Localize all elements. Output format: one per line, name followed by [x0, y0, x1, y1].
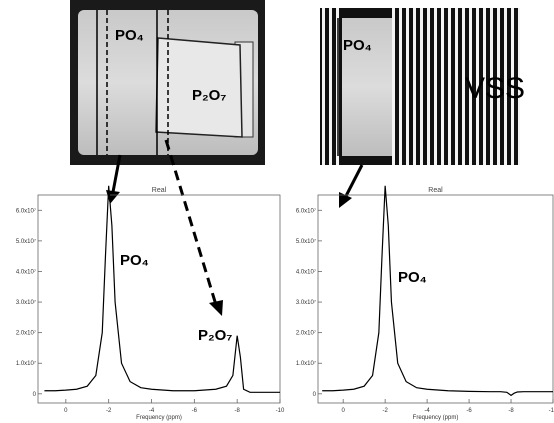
x-axis-label: Frequency (ppm): [136, 415, 182, 421]
peak-label: PO₄: [398, 269, 427, 286]
x-tick-label: 0: [64, 408, 68, 414]
y-tick-label: 0: [313, 392, 317, 398]
x-tick-label: -8: [234, 408, 240, 414]
plot-frame: [317, 194, 554, 404]
x-tick-label: -6: [466, 408, 472, 414]
x-tick-label: -2: [106, 408, 112, 414]
y-tick-label: 4.0x10⁷: [16, 268, 36, 275]
y-tick-label: 0: [33, 392, 37, 398]
y-tick-label: 5.0x10⁷: [296, 238, 316, 245]
plot-frame: [37, 194, 281, 404]
image-label: PO₄: [343, 37, 372, 54]
x-tick-label: -4: [424, 408, 430, 414]
spectrum-line: [322, 185, 553, 397]
mri-image-left: PO₄ P₂O₇: [70, 0, 265, 165]
y-tick-label: 5.0x10⁷: [16, 238, 36, 245]
spectrum-chart: Real Frequency (ppm) 0 -2 -4 -6 -8 -10 0 1.0x10⁷ 2…: [296, 185, 554, 421]
x-tick-label: -10: [549, 408, 554, 414]
arrows: [106, 139, 364, 316]
y-tick-label: 1.0x10⁷: [16, 360, 36, 367]
peak-label: PO₄: [120, 252, 149, 269]
spectrum-line: [44, 185, 280, 393]
x-tick-label: -2: [382, 408, 388, 414]
image-label: P₂O₇: [192, 87, 226, 104]
x-tick-label: -6: [192, 408, 198, 414]
spectrum-chart: Real Frequency (ppm) 0 -2 -4 -6 -8 -10 0 1.0x10⁷ 2…: [16, 185, 285, 421]
y-tick-label: 3.0x10⁷: [16, 299, 36, 306]
x-tick-label: 0: [342, 408, 346, 414]
charts: Real Frequency (ppm) 0 -2 -4 -6 -8 -10 0 1.0x10⁷ 2…: [16, 185, 554, 421]
y-tick-label: 4.0x10⁷: [296, 268, 316, 275]
y-tick-label: 2.0x10⁷: [296, 330, 316, 337]
peak-label: P₂O₇: [198, 327, 232, 344]
y-tick-label: 6.0x10⁷: [296, 207, 316, 214]
image-label: VSS: [465, 72, 525, 105]
x-tick-label: -10: [276, 408, 285, 414]
mri-image-right: VSS PO₄: [320, 8, 525, 165]
y-tick-label: 1.0x10⁷: [296, 360, 316, 367]
y-tick-label: 6.0x10⁷: [16, 207, 36, 214]
chart-title: Real: [152, 187, 167, 194]
image-label: PO₄: [115, 27, 144, 44]
y-tick-label: 3.0x10⁷: [296, 299, 316, 306]
y-tick-label: 2.0x10⁷: [16, 330, 36, 337]
x-tick-label: -4: [149, 408, 155, 414]
chart-title: Real: [428, 187, 443, 194]
x-tick-label: -8: [508, 408, 514, 414]
x-axis-label: Frequency (ppm): [413, 415, 459, 421]
